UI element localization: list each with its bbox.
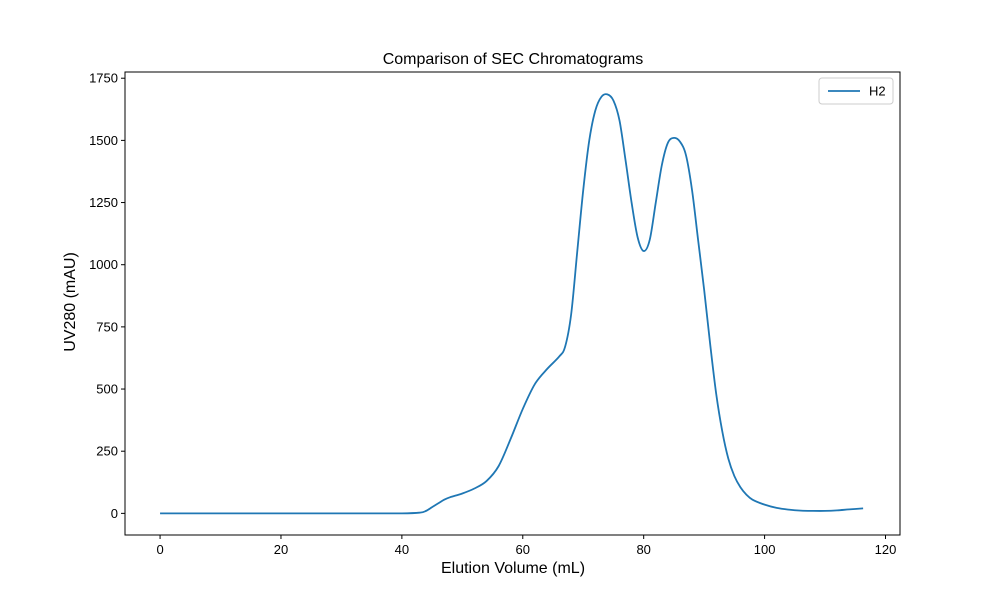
x-tick-label: 80 — [636, 542, 650, 557]
y-axis-label: UV280 (mAU) — [62, 252, 79, 352]
y-tick-label: 750 — [96, 319, 118, 334]
y-tick-label: 0 — [111, 506, 118, 521]
chart-title: Comparison of SEC Chromatograms — [383, 51, 644, 68]
x-tick-label: 60 — [516, 542, 530, 557]
x-tick-label: 100 — [754, 542, 776, 557]
y-tick-label: 1500 — [89, 133, 118, 148]
y-tick-label: 1000 — [89, 257, 118, 272]
y-tick-label: 250 — [96, 444, 118, 459]
series-line-h2 — [160, 93, 864, 515]
x-axis-ticks: 0 20 40 60 80 100 120 — [156, 535, 896, 557]
y-axis-ticks: 0 250 500 750 1000 1250 1500 1750 — [89, 71, 125, 521]
legend: H2 — [818, 77, 894, 105]
x-tick-label: 120 — [875, 542, 897, 557]
plot-frame — [124, 71, 901, 536]
y-tick-label: 500 — [96, 382, 118, 397]
legend-label: H2 — [869, 84, 886, 99]
y-tick-label: 1750 — [89, 71, 118, 86]
plot-area — [124, 71, 901, 536]
y-tick-label: 1250 — [89, 195, 118, 210]
x-axis-label: Elution Volume (mL) — [441, 560, 585, 577]
series-layer — [160, 93, 864, 515]
x-tick-label: 20 — [274, 542, 288, 557]
x-tick-label: 40 — [395, 542, 409, 557]
x-tick-label: 0 — [156, 542, 163, 557]
